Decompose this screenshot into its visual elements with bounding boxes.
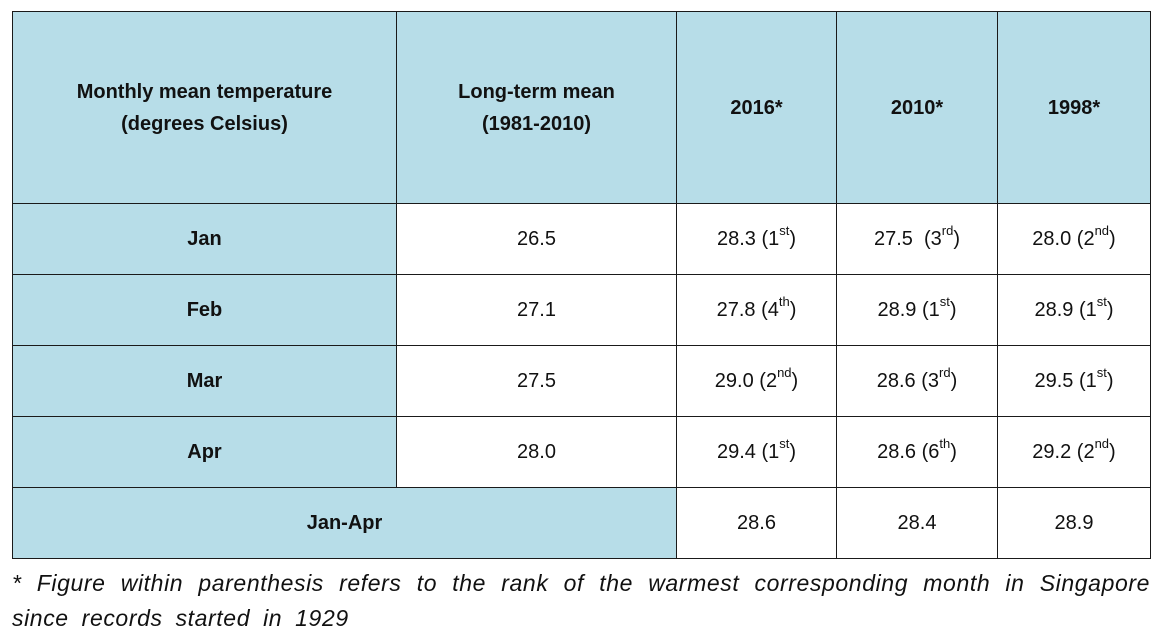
value-text: 29.5 (1 xyxy=(1034,369,1097,392)
value-text: 29.2 (2 xyxy=(1032,440,1095,463)
long-term-value: 26.5 xyxy=(396,203,677,275)
row-label: Mar xyxy=(12,345,397,417)
table-row-feb: Feb 27.1 27.8 (4th) 28.9 (1st) 28.9 (1st… xyxy=(12,274,1151,346)
rank-suffix: th xyxy=(778,293,790,309)
rank-suffix: rd xyxy=(939,364,951,380)
close-paren: ) xyxy=(1106,298,1114,321)
temperature-table-container: Monthly mean temperature (degrees Celsiu… xyxy=(12,11,1151,559)
summary-1998: 28.9 xyxy=(997,487,1151,559)
close-paren: ) xyxy=(950,440,957,463)
value-1998: 28.9 (1st) xyxy=(997,274,1151,346)
value-text: 28.6 (6 xyxy=(877,440,940,463)
rank-suffix: rd xyxy=(941,222,954,238)
summary-2016: 28.6 xyxy=(676,487,837,559)
close-paren: ) xyxy=(953,227,961,250)
monthly-temperature-table: Monthly mean temperature (degrees Celsiu… xyxy=(12,11,1151,559)
rank-suffix: st xyxy=(939,293,950,309)
rank-suffix: st xyxy=(1096,364,1107,380)
table-row-jan: Jan 26.5 28.3 (1st) 27.5 (3rd) 28.0 (2nd… xyxy=(12,203,1151,275)
close-paren: ) xyxy=(950,369,958,392)
close-paren: ) xyxy=(791,369,799,392)
long-term-value: 27.1 xyxy=(396,274,677,346)
header-1998: 1998* xyxy=(997,11,1151,204)
header-long-term-mean: Long-term mean (1981-2010) xyxy=(396,11,677,204)
summary-label: Jan-Apr xyxy=(12,487,677,559)
value-text: 28.9 (1 xyxy=(877,298,940,321)
footnote: * Figure within parenthesis refers to th… xyxy=(12,570,1150,631)
header-2016: 2016* xyxy=(676,11,837,204)
value-text: 28.0 (2 xyxy=(1032,227,1095,250)
close-paren: ) xyxy=(949,298,957,321)
value-2016: 28.3 (1st) xyxy=(676,203,837,275)
row-label: Apr xyxy=(12,416,397,488)
value-text: 28.6 (3 xyxy=(876,369,940,392)
rank-suffix: st xyxy=(779,222,790,238)
table-row-jan-apr: Jan-Apr 28.6 28.4 28.9 xyxy=(12,487,1151,559)
value-2010: 27.5 (3rd) xyxy=(836,203,998,275)
rank-suffix: st xyxy=(1096,293,1107,309)
header-long-term-mean-line2: (1981-2010) xyxy=(482,112,591,135)
value-1998: 29.2 (2nd) xyxy=(997,416,1151,488)
table-row-mar: Mar 27.5 29.0 (2nd) 28.6 (3rd) 29.5 (1st… xyxy=(12,345,1151,417)
value-2016: 29.4 (1st) xyxy=(676,416,837,488)
value-text: 29.0 (2 xyxy=(714,369,778,392)
close-paren: ) xyxy=(1109,440,1116,463)
value-1998: 29.5 (1st) xyxy=(997,345,1151,417)
close-paren: ) xyxy=(789,298,797,321)
close-paren: ) xyxy=(789,440,797,463)
value-2010: 28.6 (6th) xyxy=(836,416,998,488)
close-paren: ) xyxy=(789,227,797,250)
long-term-value: 27.5 xyxy=(396,345,677,417)
value-text: 27.8 (4 xyxy=(716,298,779,321)
rank-suffix: th xyxy=(939,435,951,451)
header-monthly-mean-line1: Monthly mean temperature xyxy=(76,80,333,103)
value-1998: 28.0 (2nd) xyxy=(997,203,1151,275)
rank-suffix: nd xyxy=(777,364,792,380)
header-monthly-mean-line2: (degrees Celsius) xyxy=(121,112,288,135)
close-paren: ) xyxy=(1109,227,1116,250)
rank-suffix: nd xyxy=(1094,222,1110,238)
rank-suffix: st xyxy=(779,435,790,451)
header-2010: 2010* xyxy=(836,11,998,204)
rank-suffix: nd xyxy=(1094,435,1110,451)
header-monthly-mean: Monthly mean temperature (degrees Celsiu… xyxy=(12,11,397,204)
close-paren: ) xyxy=(1106,369,1114,392)
value-2010: 28.6 (3rd) xyxy=(836,345,998,417)
long-term-value: 28.0 xyxy=(396,416,677,488)
table-header-row: Monthly mean temperature (degrees Celsiu… xyxy=(12,11,1151,204)
value-2016: 27.8 (4th) xyxy=(676,274,837,346)
row-label: Jan xyxy=(12,203,397,275)
value-2010: 28.9 (1st) xyxy=(836,274,998,346)
value-text: 28.9 (1 xyxy=(1034,298,1097,321)
summary-2010: 28.4 xyxy=(836,487,998,559)
header-long-term-mean-line1: Long-term mean xyxy=(458,80,615,103)
row-label: Feb xyxy=(12,274,397,346)
value-text: 27.5 (3 xyxy=(873,227,942,250)
value-text: 29.4 (1 xyxy=(716,440,780,463)
value-text: 28.3 (1 xyxy=(716,227,780,250)
value-2016: 29.0 (2nd) xyxy=(676,345,837,417)
table-row-apr: Apr 28.0 29.4 (1st) 28.6 (6th) 29.2 (2nd… xyxy=(12,416,1151,488)
